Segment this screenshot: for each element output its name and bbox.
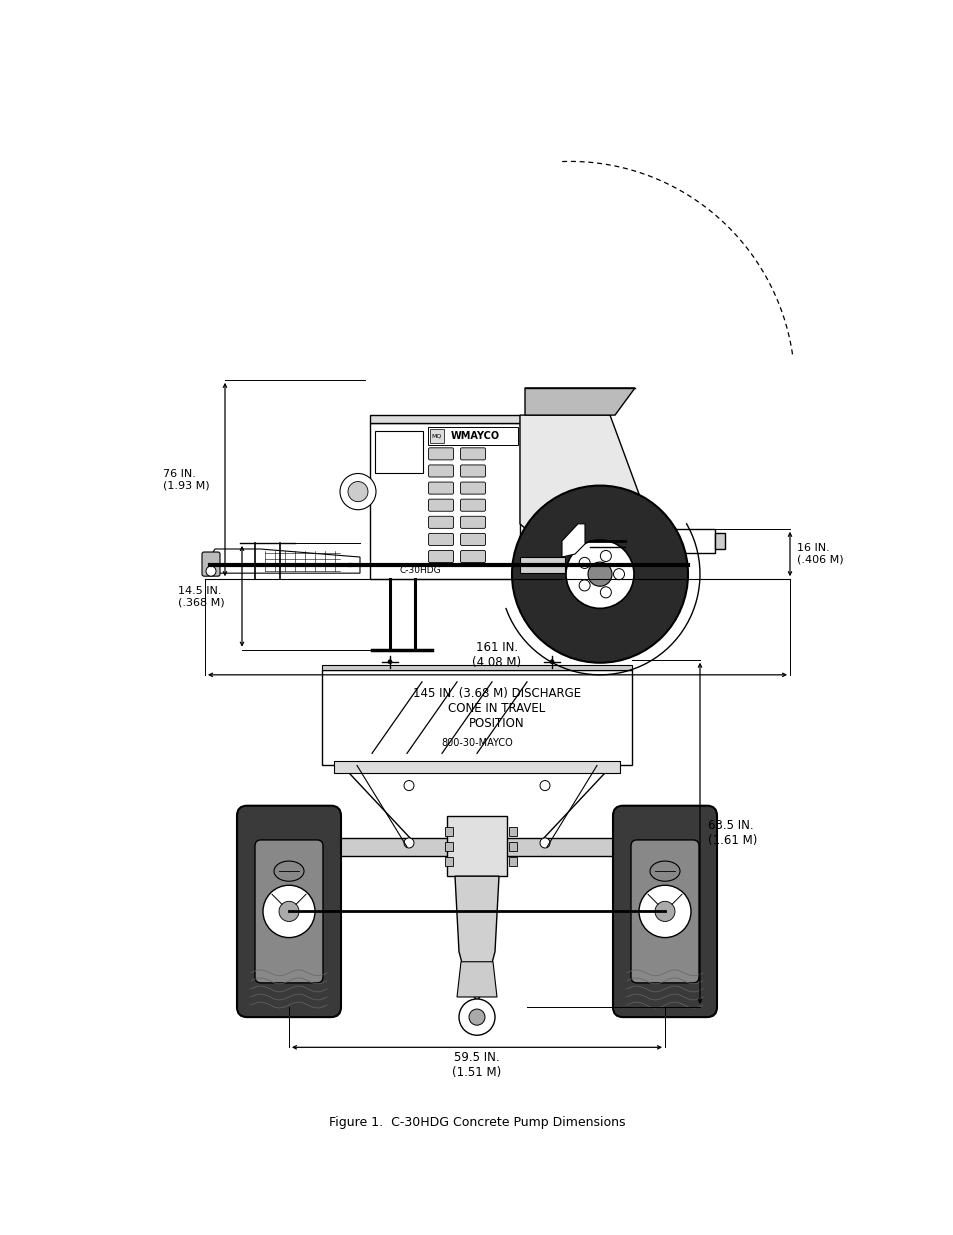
- Polygon shape: [455, 876, 498, 1002]
- FancyBboxPatch shape: [370, 415, 519, 424]
- Circle shape: [578, 557, 590, 568]
- FancyBboxPatch shape: [430, 430, 443, 443]
- FancyBboxPatch shape: [460, 464, 485, 477]
- Circle shape: [539, 781, 550, 790]
- Circle shape: [655, 902, 675, 921]
- FancyBboxPatch shape: [375, 431, 422, 473]
- Circle shape: [539, 837, 550, 848]
- Circle shape: [599, 587, 611, 598]
- FancyBboxPatch shape: [370, 424, 519, 579]
- Text: 145 IN. (3.68 M) DISCHARGE
CONE IN TRAVEL
POSITION: 145 IN. (3.68 M) DISCHARGE CONE IN TRAVE…: [413, 687, 580, 730]
- FancyBboxPatch shape: [714, 532, 724, 550]
- Text: MQ: MQ: [432, 433, 442, 438]
- Text: 161 IN.
(4.08 M): 161 IN. (4.08 M): [472, 641, 521, 669]
- Circle shape: [263, 885, 314, 937]
- FancyBboxPatch shape: [509, 827, 517, 836]
- FancyBboxPatch shape: [444, 842, 453, 851]
- Polygon shape: [210, 550, 359, 573]
- Text: C-30HDG: C-30HDG: [398, 566, 440, 576]
- Circle shape: [348, 482, 368, 501]
- Circle shape: [639, 885, 690, 937]
- FancyBboxPatch shape: [613, 805, 717, 1018]
- Circle shape: [403, 837, 414, 848]
- FancyBboxPatch shape: [428, 448, 453, 459]
- Text: Figure 1.  C-30HDG Concrete Pump Dimensions: Figure 1. C-30HDG Concrete Pump Dimensio…: [329, 1116, 624, 1129]
- FancyBboxPatch shape: [519, 557, 564, 573]
- FancyBboxPatch shape: [428, 464, 453, 477]
- Polygon shape: [341, 766, 612, 856]
- FancyBboxPatch shape: [332, 837, 621, 856]
- Text: WMAYCO: WMAYCO: [450, 431, 499, 441]
- FancyBboxPatch shape: [509, 842, 517, 851]
- Text: 800-30-MAYCO: 800-30-MAYCO: [440, 739, 513, 748]
- Text: 76 IN.
(1.93 M): 76 IN. (1.93 M): [163, 469, 210, 490]
- FancyBboxPatch shape: [202, 552, 220, 577]
- FancyBboxPatch shape: [630, 840, 699, 983]
- Text: 14.5 IN.
(.368 M): 14.5 IN. (.368 M): [178, 585, 225, 608]
- Circle shape: [613, 568, 624, 579]
- Circle shape: [339, 473, 375, 510]
- FancyBboxPatch shape: [460, 516, 485, 529]
- Text: 59.5 IN.
(1.51 M): 59.5 IN. (1.51 M): [452, 1051, 501, 1079]
- Circle shape: [578, 580, 590, 590]
- Polygon shape: [561, 524, 584, 557]
- FancyBboxPatch shape: [322, 669, 631, 766]
- Text: MAYCO C-30HDG PUMP — OPERATION AND PARTS MANUAL — REV. #6 (04/02/12) — PAGE 7: MAYCO C-30HDG PUMP — OPERATION AND PARTS…: [213, 1202, 740, 1212]
- FancyBboxPatch shape: [334, 762, 619, 773]
- FancyBboxPatch shape: [444, 857, 453, 866]
- FancyBboxPatch shape: [460, 448, 485, 459]
- FancyBboxPatch shape: [447, 816, 506, 876]
- FancyBboxPatch shape: [624, 529, 714, 553]
- FancyBboxPatch shape: [428, 516, 453, 529]
- Circle shape: [278, 902, 298, 921]
- Text: C-30HDG PUMP — PUMP DIMENSIONS: C-30HDG PUMP — PUMP DIMENSIONS: [475, 40, 915, 59]
- FancyBboxPatch shape: [460, 499, 485, 511]
- FancyBboxPatch shape: [509, 857, 517, 866]
- FancyBboxPatch shape: [428, 534, 453, 546]
- FancyBboxPatch shape: [236, 805, 340, 1018]
- FancyBboxPatch shape: [254, 840, 323, 983]
- Text: 16 IN.
(.406 M): 16 IN. (.406 M): [796, 543, 842, 564]
- FancyBboxPatch shape: [460, 551, 485, 563]
- Circle shape: [512, 485, 687, 663]
- Circle shape: [403, 781, 414, 790]
- Polygon shape: [456, 962, 497, 997]
- Circle shape: [550, 659, 554, 663]
- Circle shape: [458, 999, 495, 1035]
- Circle shape: [469, 1009, 484, 1025]
- FancyBboxPatch shape: [460, 482, 485, 494]
- FancyBboxPatch shape: [428, 482, 453, 494]
- FancyBboxPatch shape: [428, 551, 453, 563]
- Polygon shape: [519, 415, 649, 559]
- FancyBboxPatch shape: [322, 664, 631, 669]
- Circle shape: [587, 562, 612, 587]
- FancyBboxPatch shape: [460, 534, 485, 546]
- Circle shape: [206, 566, 215, 577]
- Polygon shape: [524, 388, 635, 415]
- FancyBboxPatch shape: [428, 427, 517, 446]
- Text: 63.5 IN.
(1.61 M): 63.5 IN. (1.61 M): [707, 819, 757, 847]
- FancyBboxPatch shape: [428, 499, 453, 511]
- Circle shape: [565, 540, 634, 609]
- FancyBboxPatch shape: [444, 827, 453, 836]
- Circle shape: [599, 551, 611, 562]
- Circle shape: [388, 659, 392, 663]
